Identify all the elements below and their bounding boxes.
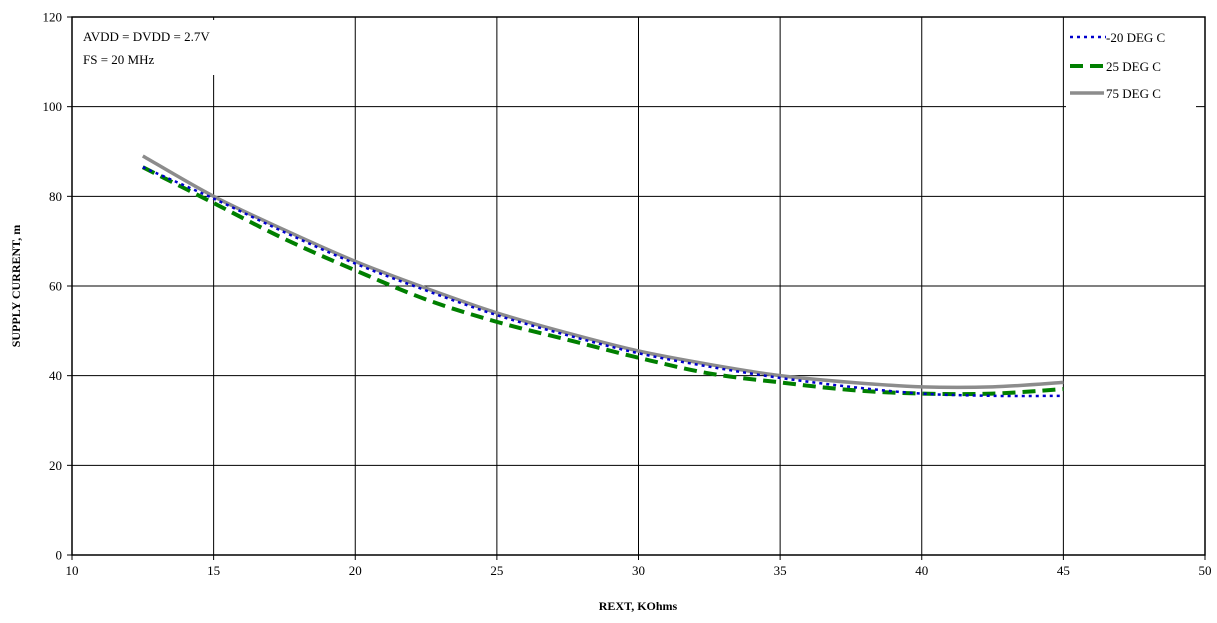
x-tick-label: 25 [490, 563, 503, 578]
annotation-fs: FS = 20 MHz [83, 52, 154, 67]
x-tick-label: 15 [207, 563, 220, 578]
y-tick-label: 60 [49, 279, 62, 294]
x-tick-label: 30 [632, 563, 645, 578]
x-tick-label: 20 [349, 563, 362, 578]
x-tick-label: 40 [915, 563, 928, 578]
y-axis: 0 20 40 60 80 100 120 [43, 10, 72, 563]
legend-label-minus20: -20 DEG C [1106, 30, 1165, 45]
x-tick-label: 50 [1199, 563, 1212, 578]
x-axis-title: REXT, KOhms [599, 599, 678, 613]
legend-label-25: 25 DEG C [1106, 59, 1161, 74]
x-tick-label: 35 [774, 563, 787, 578]
y-tick-label: 120 [43, 10, 63, 25]
x-axis: 10 15 20 25 30 35 40 45 50 [66, 555, 1212, 578]
y-tick-label: 100 [43, 99, 63, 114]
y-tick-label: 80 [49, 189, 62, 204]
y-tick-label: 0 [56, 548, 63, 563]
series-layer [141, 154, 1064, 398]
legend: -20 DEG C 25 DEG C 75 DEG C [1066, 18, 1196, 116]
y-tick-label: 20 [49, 458, 62, 473]
series-line-1 [141, 165, 1064, 397]
legend-box [1066, 18, 1196, 116]
grid [72, 17, 1205, 555]
x-tick-label: 10 [66, 563, 79, 578]
series-line-2 [141, 154, 1064, 390]
annotation-supply: AVDD = DVDD = 2.7V [83, 29, 210, 44]
series-line-0 [142, 166, 1064, 398]
annotation-box [76, 20, 241, 75]
y-tick-label: 40 [49, 368, 62, 383]
x-tick-label: 45 [1057, 563, 1070, 578]
y-axis-title: SUPPLY CURRENT, m [9, 225, 23, 348]
legend-label-75: 75 DEG C [1106, 86, 1161, 101]
